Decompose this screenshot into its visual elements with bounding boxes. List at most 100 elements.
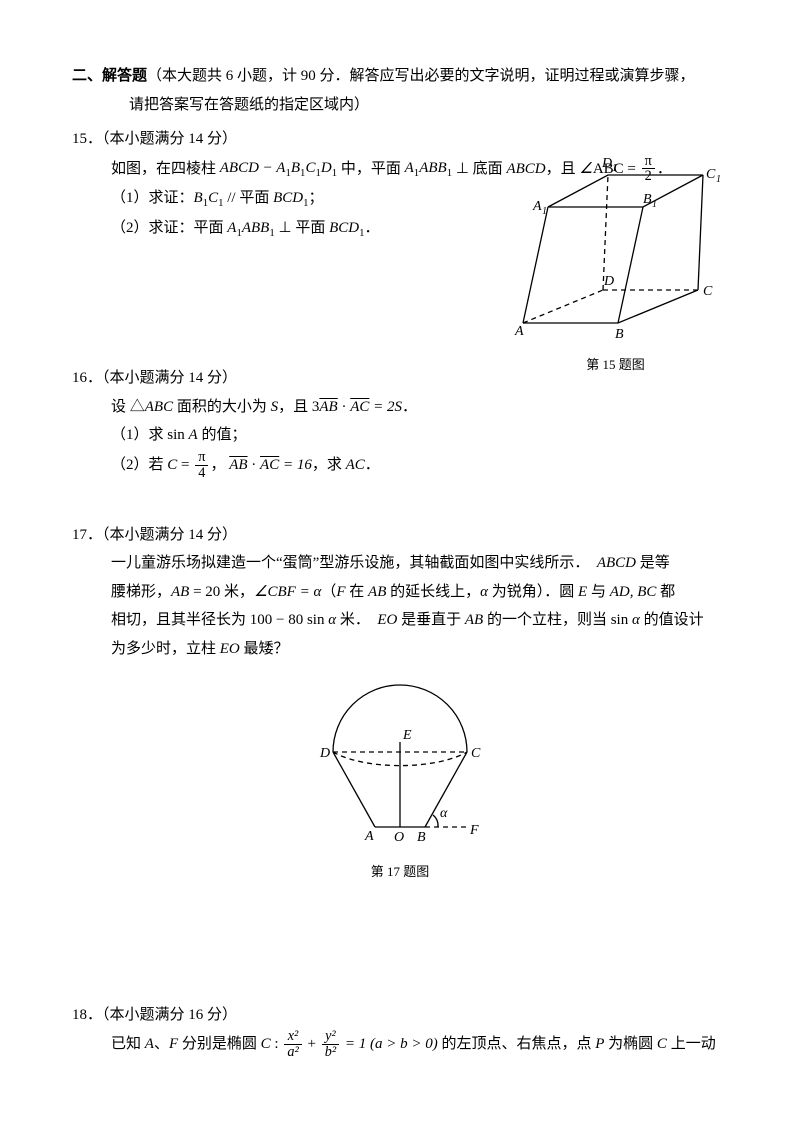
q16-p2eq: = xyxy=(177,457,193,473)
q17-alpha2: α xyxy=(328,612,336,628)
q17-mAB: AB xyxy=(171,584,189,600)
q15-p1b: // 平面 xyxy=(224,190,274,206)
figure-15-svg: A B C D A1 B1 C1 D1 xyxy=(503,145,728,340)
svg-text:B: B xyxy=(417,830,426,845)
q15-p2a: （2）求证：平面 xyxy=(111,220,227,236)
q15-m1: ABCD − A1B1C1D1 xyxy=(220,160,337,176)
svg-text:α: α xyxy=(440,806,448,821)
q17-points: （本小题满分 14 分） xyxy=(102,527,237,543)
q15-points: （本小题满分 14 分） xyxy=(102,131,237,147)
q16-dot: · xyxy=(338,399,351,415)
q16-t2: 面积的大小为 xyxy=(173,399,271,415)
q18-colon: : xyxy=(271,1036,283,1052)
q15-t3: ⊥ 底面 xyxy=(452,160,506,176)
q16-t3: ，且 3 xyxy=(278,399,319,415)
q17-t4b: 最矮？ xyxy=(240,641,289,657)
problem-17: 17．（本小题满分 14 分） 一儿童游乐场拟建造一个“蛋筒”型游乐设施，其轴截… xyxy=(72,521,728,885)
q17-mE: E xyxy=(578,584,587,600)
q16-frac: π4 xyxy=(195,450,208,481)
q16-points: （本小题满分 14 分） xyxy=(102,370,237,386)
figure-17: D C E A O B F α 第 17 题图 xyxy=(290,667,510,884)
q17-mAB2: AB xyxy=(368,584,386,600)
q17-t2d: 的延长线上， xyxy=(386,584,480,600)
q16-ac: AC xyxy=(350,399,369,415)
q17-t3c: 是垂直于 xyxy=(397,612,465,628)
q17-mEO: EO xyxy=(377,612,397,628)
svg-text:D: D xyxy=(603,274,614,289)
q15-p1a: （1）求证： xyxy=(111,190,194,206)
q16-num: 16． xyxy=(72,370,102,386)
svg-text:A: A xyxy=(364,829,374,844)
svg-text:B: B xyxy=(643,192,652,207)
q15-t1: 如图，在四棱柱 xyxy=(111,160,220,176)
q16-mA: A xyxy=(189,427,198,443)
q18-body: 已知 A、F 分别是椭圆 C : x²a² + y²b² = 1 (a > b … xyxy=(72,1029,728,1060)
q16-m1: ABC xyxy=(145,399,173,415)
q16-p2c: ， xyxy=(210,457,225,473)
q18-eq1: = 1 (a > b > 0) xyxy=(341,1036,441,1052)
q16-eq16: = 16 xyxy=(279,457,312,473)
q17-t3e: 的值设计 xyxy=(640,612,704,628)
q18-t1e: 为椭圆 xyxy=(604,1036,657,1052)
q16-p1a: （1）求 sin xyxy=(111,427,189,443)
q16-p2d: ，求 xyxy=(312,457,346,473)
q17-t4a: 为多少时，立柱 xyxy=(111,641,220,657)
svg-text:1: 1 xyxy=(716,174,721,185)
figure-17-svg: D C E A O B F α xyxy=(290,667,510,847)
q18-t1f: 上一动 xyxy=(667,1036,716,1052)
q17-t2a: 腰梯形， xyxy=(111,584,171,600)
q17-alpha: α xyxy=(480,584,488,600)
q18-t1a: 已知 xyxy=(111,1036,145,1052)
svg-text:A: A xyxy=(514,324,524,339)
q15-p2m2: BCD1 xyxy=(329,220,364,236)
q16-dot2: · xyxy=(248,457,261,473)
q18-fr1: x²a² xyxy=(284,1029,301,1060)
q17-mEO2: EO xyxy=(220,641,240,657)
q17-t2b: （ xyxy=(321,584,336,600)
figure-15-caption: 第 15 题图 xyxy=(503,353,728,378)
q16-ab: AB xyxy=(319,399,337,415)
q15-t2: 中，平面 xyxy=(337,160,405,176)
svg-text:C: C xyxy=(703,284,713,299)
q18-points: （本小题满分 16 分） xyxy=(102,1007,237,1023)
q15-p2c: ． xyxy=(364,220,379,236)
q17-mADBC: AD, BC xyxy=(610,584,657,600)
figure-17-caption: 第 17 题图 xyxy=(290,860,510,885)
figure-15: A B C D A1 B1 C1 D1 第 15 题图 xyxy=(503,145,728,377)
q17-t3d: 的一个立柱，则当 sin xyxy=(483,612,632,628)
q16-mAC: AC xyxy=(346,457,365,473)
q17-eq20: = 20 米， xyxy=(189,584,254,600)
q17-t3a: 相切，且其半径长为 100 − 80 sin xyxy=(111,612,328,628)
problem-16: 16．（本小题满分 14 分） 设 △ABC 面积的大小为 S，且 3AB · … xyxy=(72,364,728,480)
q16-t1: 设 △ xyxy=(111,399,145,415)
q15-p2b: ⊥ 平面 xyxy=(275,220,329,236)
q15-p1m: B1C1 xyxy=(194,190,224,206)
q16-t4: ． xyxy=(402,399,417,415)
svg-text:D: D xyxy=(319,746,330,761)
q16-mS: S xyxy=(271,399,279,415)
q17-t2g: 都 xyxy=(656,584,675,600)
q18-plus: + xyxy=(304,1036,320,1052)
section-desc: （本大题共 6 小题，计 90 分．解答应写出必要的文字说明，证明过程或演算步骤… xyxy=(147,68,695,84)
svg-text:B: B xyxy=(615,327,624,340)
q17-t2f: 与 xyxy=(587,584,610,600)
q16-ac2: AC xyxy=(260,457,279,473)
section-desc-line2: 请把答案写在答题纸的指定区域内） xyxy=(72,91,728,120)
q17-mAB3: AB xyxy=(465,612,483,628)
svg-text:1: 1 xyxy=(612,163,617,174)
svg-text:C: C xyxy=(706,167,716,182)
q18-t1b: 、 xyxy=(154,1036,169,1052)
svg-text:E: E xyxy=(402,728,412,743)
q15-m2: A1ABB1 xyxy=(405,160,452,176)
q17-t1: 一儿童游乐场拟建造一个“蛋筒”型游乐设施，其轴截面如图中实线所示． xyxy=(111,555,589,571)
q18-mF: F xyxy=(169,1036,178,1052)
q18-fr2: y²b² xyxy=(322,1029,339,1060)
q17-alpha3: α xyxy=(632,612,640,628)
svg-text:F: F xyxy=(469,823,479,838)
q17-t1b: 是等 xyxy=(636,555,670,571)
q18-mC: C xyxy=(261,1036,271,1052)
q15-p1c: ； xyxy=(309,190,324,206)
q16-p2e: ． xyxy=(365,457,380,473)
problem-18: 18．（本小题满分 16 分） 已知 A、F 分别是椭圆 C : x²a² + … xyxy=(72,1001,728,1060)
q17-t2e: 为锐角）．圆 xyxy=(488,584,578,600)
